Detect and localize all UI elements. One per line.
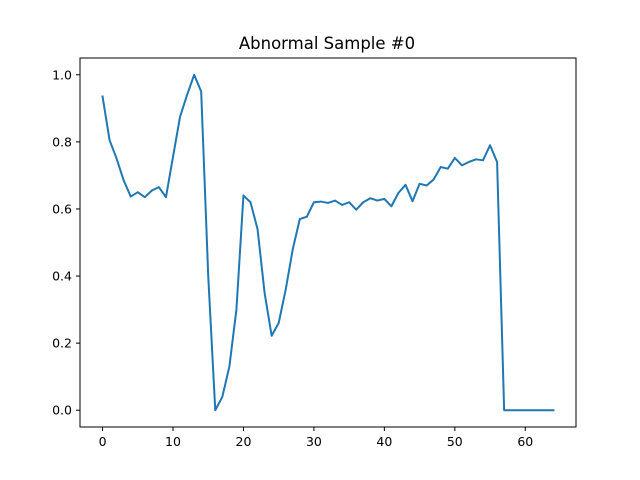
x-tick-label: 60 bbox=[517, 434, 533, 449]
x-tick-label: 10 bbox=[165, 434, 181, 449]
x-tick-label: 50 bbox=[447, 434, 463, 449]
y-tick-label: 0.6 bbox=[52, 201, 72, 216]
y-tick-label: 0.4 bbox=[52, 269, 72, 284]
x-tick-label: 20 bbox=[236, 434, 252, 449]
y-tick-label: 1.0 bbox=[52, 67, 72, 82]
plot-area bbox=[101, 73, 555, 412]
y-tick-label: 0.0 bbox=[52, 403, 72, 418]
y-axis: 0.0 0.2 0.4 0.6 0.8 1.0 bbox=[52, 67, 80, 418]
x-axis: 0 10 20 30 40 50 60 bbox=[99, 427, 533, 449]
plot-frame bbox=[79, 57, 577, 428]
x-tick-label: 0 bbox=[99, 434, 107, 449]
x-tick-label: 30 bbox=[306, 434, 322, 449]
x-tick-label: 40 bbox=[376, 434, 392, 449]
y-tick-label: 0.8 bbox=[52, 134, 72, 149]
chart-title: Abnormal Sample #0 bbox=[239, 34, 415, 53]
y-tick-label: 0.2 bbox=[52, 336, 72, 351]
series-line bbox=[101, 73, 555, 412]
